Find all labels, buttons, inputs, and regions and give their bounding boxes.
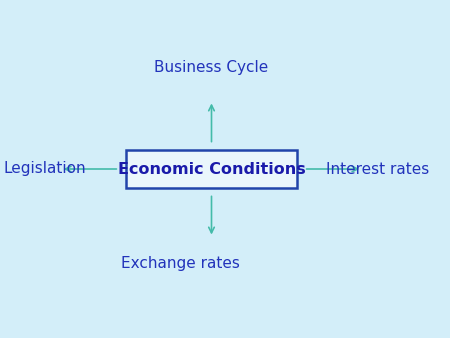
Text: Interest rates: Interest rates (326, 162, 430, 176)
Text: Legislation: Legislation (4, 162, 86, 176)
FancyBboxPatch shape (126, 149, 297, 189)
Text: Economic Conditions: Economic Conditions (117, 162, 306, 176)
Text: Business Cycle: Business Cycle (154, 60, 269, 75)
Text: Exchange rates: Exchange rates (121, 256, 239, 271)
